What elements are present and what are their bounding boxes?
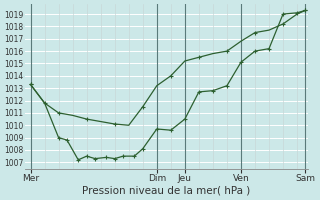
X-axis label: Pression niveau de la mer( hPa ): Pression niveau de la mer( hPa ): [83, 186, 251, 196]
